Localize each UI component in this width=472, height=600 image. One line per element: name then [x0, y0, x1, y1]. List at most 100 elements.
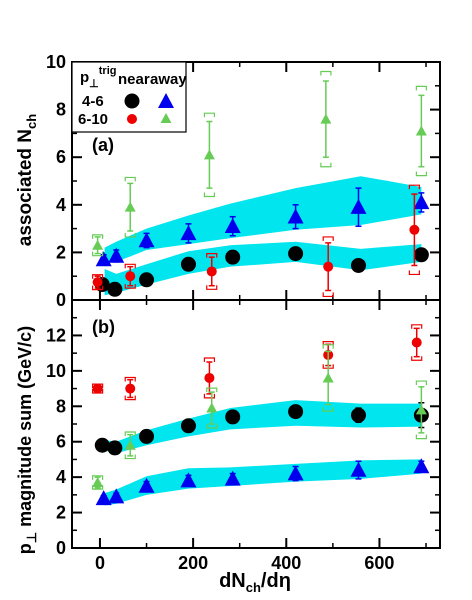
point-b-6-10-away-2 [206, 402, 218, 413]
point-a-4-6-away-2 [138, 232, 155, 248]
point-b-6-10-away-4 [415, 404, 427, 415]
point-b-4-6-away-7 [413, 458, 430, 474]
band-b-0 [104, 400, 422, 454]
sys-bot-a-6-10-away-3 [320, 162, 332, 168]
legend-marker-red-circle [127, 114, 137, 124]
legend-marker-blue-triangle [158, 93, 174, 108]
sys-bot-b-6-10-away-3 [322, 407, 334, 412]
y-tick-label-b-2: 2 [56, 503, 66, 523]
sys-top-a-6-10-near-0 [92, 274, 104, 279]
point-b-4-6-away-2 [138, 477, 155, 493]
x-tick-label-200: 200 [178, 553, 208, 573]
point-a-6-10-away-0 [92, 239, 104, 250]
sys-top-b-6-10-near-4 [411, 324, 423, 329]
y-tick-label-a-10: 10 [46, 52, 66, 72]
point-a-4-6-away-5 [287, 208, 304, 224]
point-b-4-6-near-3 [180, 418, 196, 434]
bands-layer [104, 176, 422, 506]
y-tick-label-a-4: 4 [56, 195, 66, 215]
point-a-4-6-near-5 [288, 246, 304, 262]
y-tick-label-b-6: 6 [56, 432, 66, 452]
panel-b-label: (b) [92, 317, 115, 337]
point-b-4-6-away-1 [108, 488, 125, 504]
point-b-6-10-near-2 [204, 372, 215, 383]
y-tick-label-b-0: 0 [56, 538, 66, 558]
point-b-4-6-near-6 [350, 407, 366, 423]
band-a-0 [104, 241, 422, 296]
y-axis-title-a: associated Nch [15, 114, 39, 246]
sys-bot-a-6-10-near-3 [322, 292, 334, 298]
point-a-4-6-near-1 [107, 281, 123, 297]
y-tick-label-b-4: 4 [56, 467, 66, 487]
sys-bot-b-6-10-near-1 [124, 395, 136, 401]
sys-bot-b-6-10-near-2 [203, 393, 216, 399]
point-b-6-10-away-1 [124, 439, 136, 450]
sys-bot-a-6-10-away-0 [92, 251, 104, 257]
sys-top-a-6-10-away-3 [320, 70, 332, 76]
y-tick-label-a-2: 2 [56, 242, 66, 262]
point-a-4-6-away-3 [180, 225, 197, 241]
sys-top-a-6-10-near-1 [124, 263, 136, 269]
sys-top-b-6-10-away-1 [124, 431, 136, 436]
point-b-4-6-near-4 [225, 409, 241, 425]
point-b-4-6-near-2 [139, 428, 155, 444]
sys-bot-b-6-10-away-0 [92, 485, 104, 490]
sys-bot-a-6-10-near-4 [408, 270, 420, 276]
sys-top-b-6-10-away-0 [92, 475, 104, 480]
sys-bot-b-6-10-away-1 [124, 454, 136, 460]
band-a-1 [104, 176, 422, 264]
legend-row-4-6: 4-6 [82, 93, 104, 110]
legend-col-away: away [150, 71, 187, 88]
legend-col-near: near [118, 71, 150, 88]
sys-bot-b-6-10-away-4 [415, 434, 427, 440]
sys-top-b-6-10-near-2 [203, 357, 216, 363]
point-a-6-10-near-4 [409, 224, 420, 235]
sys-top-b-6-10-away-3 [322, 344, 334, 349]
point-a-4-6-near-3 [180, 256, 196, 272]
point-a-6-10-away-2 [203, 149, 215, 160]
point-a-4-6-near-7 [413, 247, 429, 263]
point-b-4-6-away-3 [180, 472, 197, 488]
point-a-4-6-near-4 [225, 249, 241, 265]
point-b-6-10-away-3 [322, 372, 334, 383]
y-tick-label-b-8: 8 [56, 396, 66, 416]
point-a-4-6-near-2 [139, 272, 155, 288]
legend-marker-green-triangle [160, 113, 172, 123]
point-a-4-6-away-1 [108, 247, 125, 263]
sys-bot-a-6-10-near-2 [206, 285, 218, 290]
sys-top-a-6-10-near-4 [408, 184, 420, 190]
legend-header: p⊥trig [80, 65, 117, 90]
x-tick-label-0: 0 [95, 553, 105, 573]
point-b-6-10-near-0 [92, 383, 103, 394]
sys-top-a-6-10-away-1 [124, 176, 136, 182]
y-tick-label-a-8: 8 [56, 100, 66, 120]
point-a-6-10-near-0 [92, 277, 103, 288]
point-b-4-6-away-0 [95, 490, 112, 506]
legend-marker-black-circle [124, 93, 140, 109]
sys-bot-b-6-10-away-2 [206, 423, 218, 429]
sys-bot-b-6-10-near-4 [411, 356, 423, 361]
y-tick-label-b-10: 10 [46, 361, 66, 381]
x-tick-label-600: 600 [364, 553, 394, 573]
point-b-6-10-near-1 [125, 383, 136, 394]
sys-top-a-6-10-away-2 [203, 112, 216, 118]
sys-bot-a-6-10-near-1 [124, 284, 136, 289]
sys-bot-a-6-10-away-4 [415, 171, 427, 177]
y-tick-label-a-6: 6 [56, 147, 66, 167]
x-tick-label-400: 400 [271, 553, 301, 573]
series-layer [92, 70, 430, 506]
legend-row-6-10: 6-10 [78, 111, 108, 128]
point-b-6-10-away-0 [92, 476, 104, 487]
panel-a-label: (a) [92, 135, 114, 155]
point-a-4-6-away-6 [350, 198, 367, 214]
y-tick-label-b-12: 12 [46, 325, 66, 345]
point-a-6-10-near-3 [323, 261, 334, 272]
point-b-4-6-away-5 [287, 465, 304, 481]
sys-top-a-6-10-away-0 [92, 234, 104, 239]
point-a-6-10-away-3 [320, 113, 332, 124]
sys-top-a-6-10-near-3 [322, 236, 334, 241]
legend: p⊥trig near away 4-6 6-10 [71, 61, 187, 133]
point-a-4-6-away-0 [95, 251, 112, 267]
y-tick-label-a-0: 0 [56, 290, 66, 310]
